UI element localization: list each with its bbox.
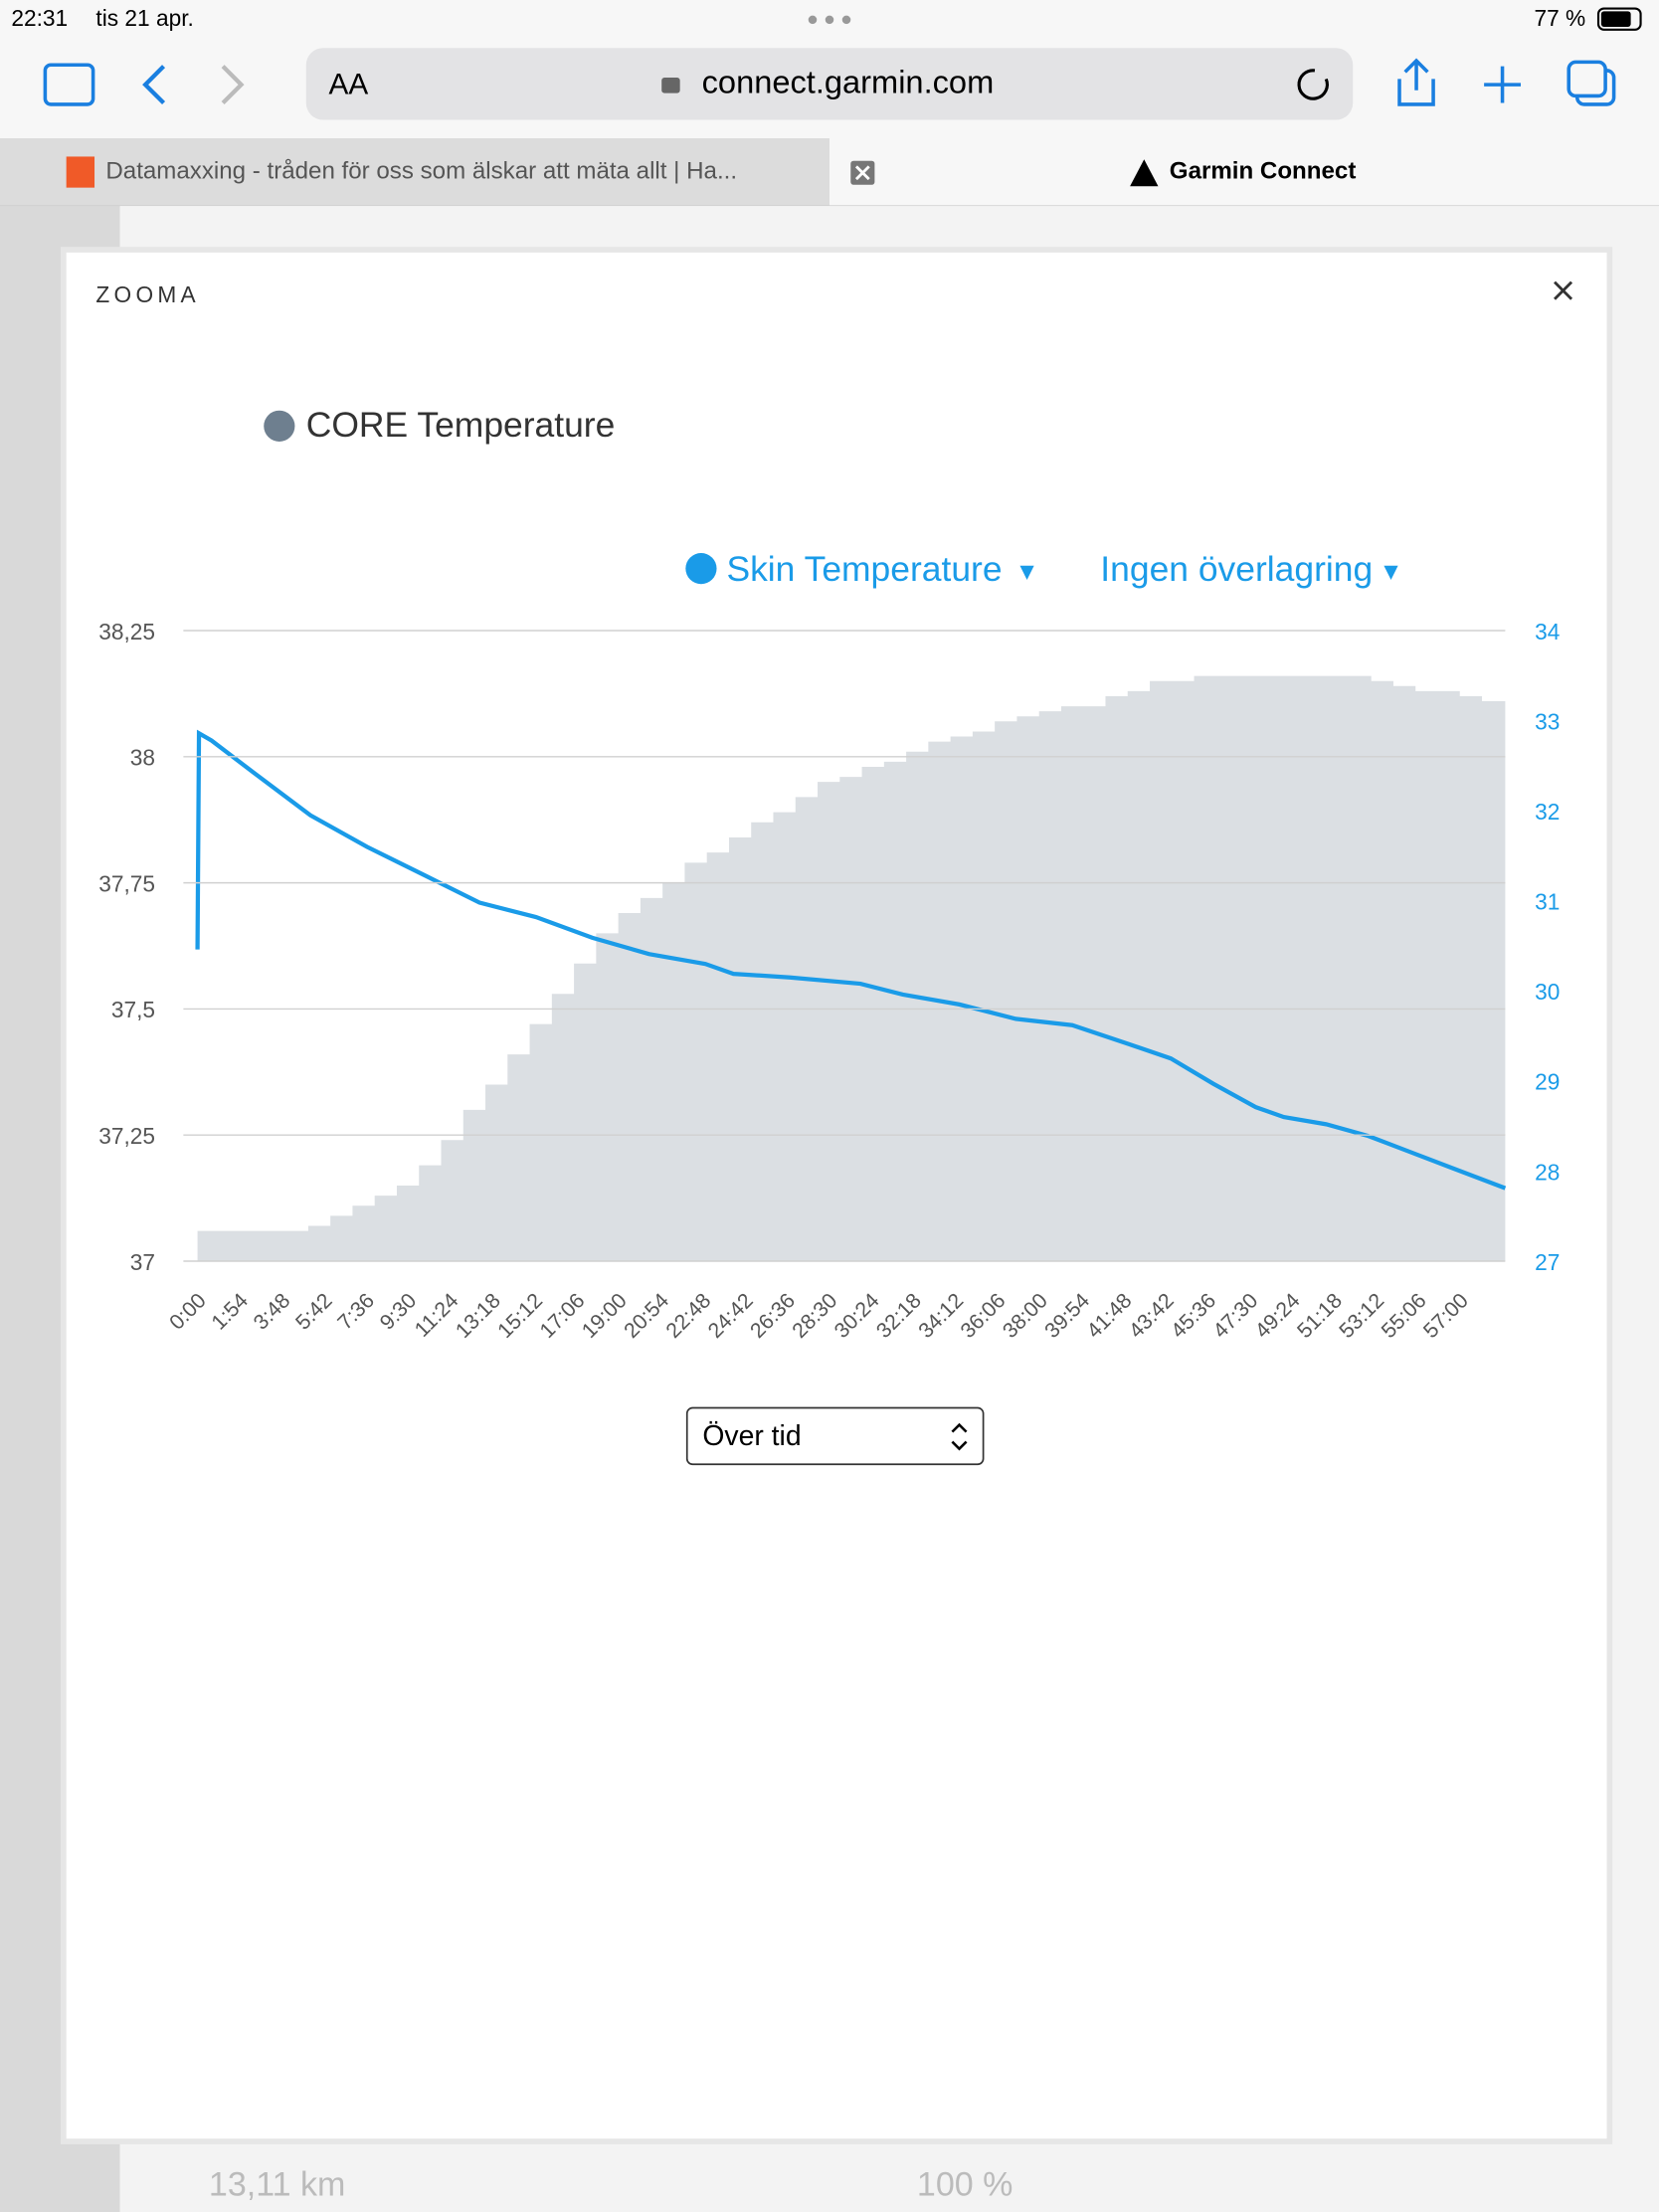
battery-level [1600,11,1631,27]
y2-tick-label: 28 [1535,1159,1560,1185]
battery-icon [1596,7,1642,31]
y-tick-label: 38,25 [98,619,155,645]
modal [60,247,1613,2144]
skin-line [195,729,1507,1191]
tab-title: Datamaxxing - tråden för oss som älskar … [105,157,737,184]
select[interactable] [685,1406,985,1466]
tab-title: Garmin Connect [1170,157,1357,184]
select-chevron [951,1422,968,1451]
distance: 13,11 km [209,2165,345,2203]
status-battery: 77 % [1535,5,1586,31]
tab-close-x [854,165,870,181]
url: connect.garmin.com [702,64,995,100]
y-tick-label: 37 [130,1249,155,1275]
y-tick-label: 37,25 [98,1123,155,1149]
y2-tick-label: 31 [1535,889,1560,915]
y2-tick-label: 32 [1535,799,1560,825]
y2-tick-label: 34 [1535,619,1560,645]
legend-label: CORE Temperature [306,405,616,445]
legend-dot [685,553,717,585]
y2-tick-label: 33 [1535,708,1560,734]
legend-dot [264,410,295,442]
close-button[interactable] [1554,280,1573,300]
overlay-dropdown[interactable]: Ingen överlagring [1100,549,1373,589]
address-bar[interactable] [305,48,1354,120]
menu-dots [808,15,851,25]
core-area [197,675,1506,1262]
reload-button[interactable] [1297,69,1329,100]
garmin-logo [1130,159,1159,187]
y-tick-label: 37,5 [111,997,155,1022]
back-button[interactable] [142,65,166,105]
y2-tick-label: 27 [1535,1249,1560,1275]
percent: 100 % [917,2165,1014,2203]
select-label: Över tid [702,1420,801,1452]
forward-button[interactable] [221,65,245,105]
share-button[interactable] [1397,58,1435,106]
y-tick-label: 37,75 [98,870,155,896]
tab-favicon [66,156,95,188]
dropdown-arrow [1019,565,1034,580]
text-size-button[interactable]: AA [328,68,368,100]
status-time: 22:31 [11,5,68,31]
y2-tick-label: 30 [1535,979,1560,1005]
dropdown-arrow [1383,565,1398,580]
tab-inactive[interactable] [0,138,830,207]
status-date: tis 21 apr. [95,5,193,31]
y-tick-label: 38 [130,745,155,771]
y2-tick-label: 29 [1535,1069,1560,1095]
sidebar-button[interactable] [43,63,95,106]
tabs-button-back [1567,60,1607,98]
tab-active[interactable] [830,138,1659,207]
new-tab-button[interactable] [1484,66,1521,103]
legend-dropdown[interactable]: Skin Temperature [726,549,1002,589]
lock-icon [661,78,680,93]
modal-title: ZOOMA [95,281,199,307]
